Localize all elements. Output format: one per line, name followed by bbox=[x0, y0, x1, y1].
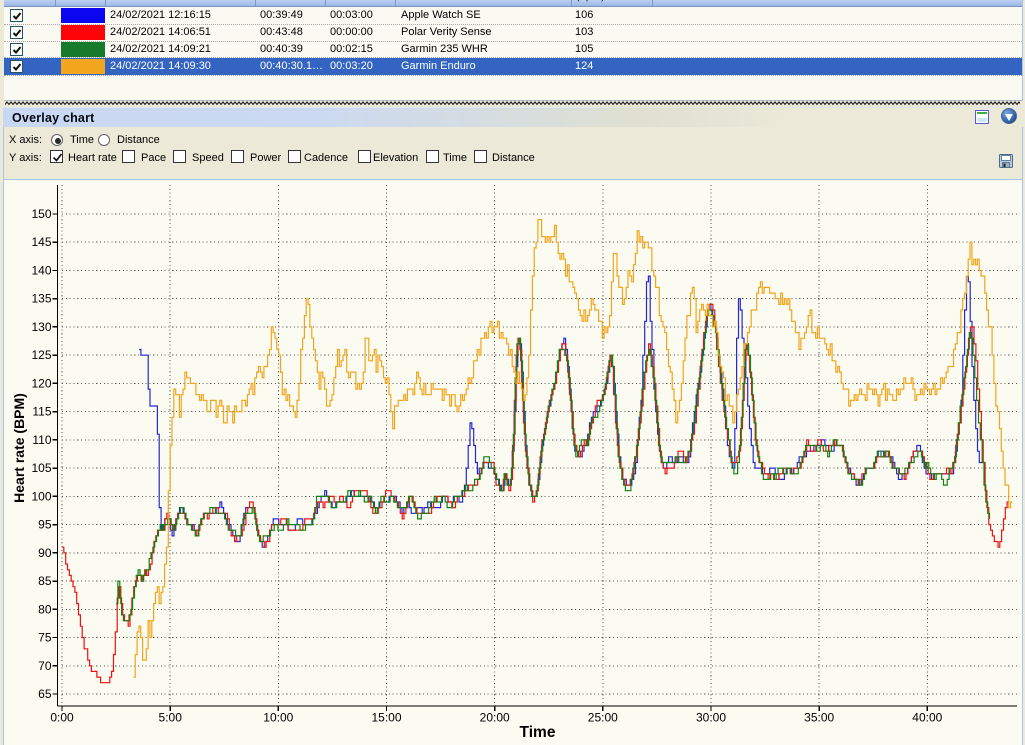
svg-text:140: 140 bbox=[31, 264, 51, 278]
svg-text:75: 75 bbox=[38, 631, 52, 645]
svg-text:150: 150 bbox=[31, 207, 51, 221]
svg-text:115: 115 bbox=[32, 405, 51, 419]
svg-text:80: 80 bbox=[38, 602, 52, 616]
svg-text:5:00: 5:00 bbox=[159, 711, 183, 725]
svg-text:125: 125 bbox=[31, 348, 51, 362]
svg-text:30:00: 30:00 bbox=[696, 711, 726, 725]
svg-text:25:00: 25:00 bbox=[588, 711, 618, 725]
svg-text:85: 85 bbox=[38, 574, 52, 588]
svg-text:120: 120 bbox=[31, 376, 51, 390]
svg-text:100: 100 bbox=[31, 489, 51, 503]
svg-text:40:00: 40:00 bbox=[912, 711, 942, 725]
svg-text:70: 70 bbox=[38, 659, 52, 673]
svg-text:10:00: 10:00 bbox=[263, 711, 293, 725]
svg-text:95: 95 bbox=[38, 518, 52, 532]
svg-text:35:00: 35:00 bbox=[804, 711, 834, 725]
svg-text:145: 145 bbox=[31, 235, 51, 249]
svg-text:Time: Time bbox=[520, 724, 556, 741]
svg-text:130: 130 bbox=[31, 320, 51, 334]
svg-text:20:00: 20:00 bbox=[480, 711, 510, 725]
svg-text:Heart rate (BPM): Heart rate (BPM) bbox=[11, 393, 27, 503]
svg-text:110: 110 bbox=[32, 433, 51, 447]
svg-text:65: 65 bbox=[38, 687, 52, 701]
svg-text:15:00: 15:00 bbox=[371, 711, 401, 725]
svg-text:135: 135 bbox=[31, 292, 51, 306]
svg-text:0:00: 0:00 bbox=[50, 711, 74, 725]
svg-text:105: 105 bbox=[31, 461, 51, 475]
svg-text:90: 90 bbox=[38, 546, 52, 560]
